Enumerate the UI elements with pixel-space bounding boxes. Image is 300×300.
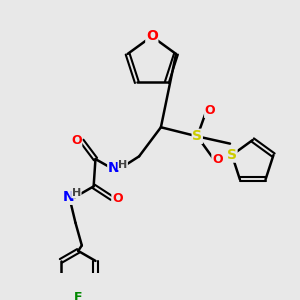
Text: O: O bbox=[146, 29, 158, 44]
Text: H: H bbox=[72, 188, 81, 198]
Text: O: O bbox=[212, 153, 223, 166]
Text: H: H bbox=[118, 160, 128, 170]
Text: O: O bbox=[205, 104, 215, 117]
Text: O: O bbox=[71, 134, 82, 147]
Text: N: N bbox=[108, 161, 119, 175]
Text: S: S bbox=[227, 148, 237, 162]
Text: N: N bbox=[62, 190, 74, 204]
Text: S: S bbox=[192, 129, 202, 143]
Text: O: O bbox=[112, 192, 123, 205]
Text: F: F bbox=[74, 291, 82, 300]
